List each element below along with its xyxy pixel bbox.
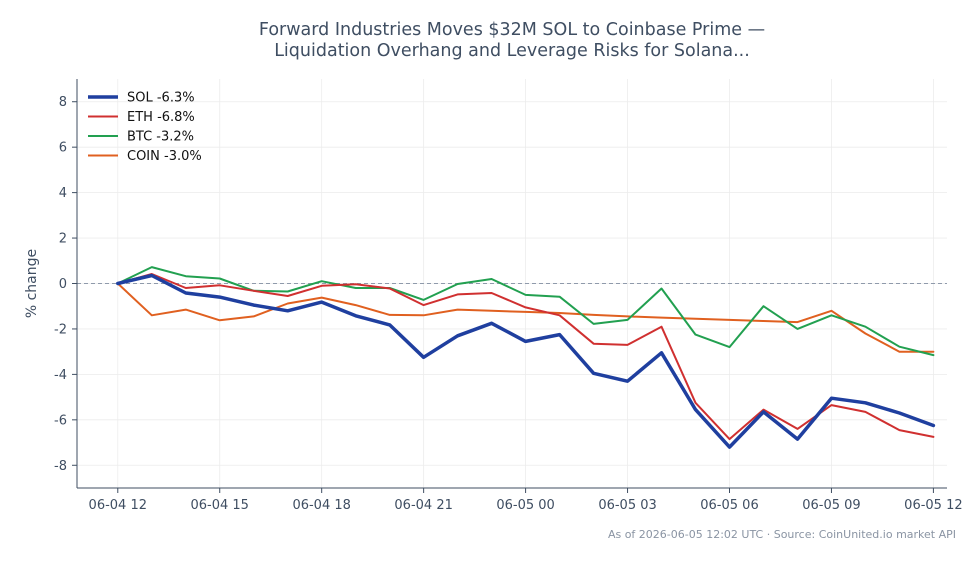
chart-title-line-2: Liquidation Overhang and Leverage Risks … bbox=[274, 41, 750, 61]
y-tick-label: -4 bbox=[54, 368, 67, 383]
footer-note: As of 2026-06-05 12:02 UTC · Source: Coi… bbox=[607, 528, 956, 541]
x-tick-label: 06-04 21 bbox=[394, 498, 452, 513]
chart-title-line-1: Forward Industries Moves $32M SOL to Coi… bbox=[258, 20, 766, 40]
legend-label-sol: SOL -6.3% bbox=[127, 91, 195, 106]
x-tick-label: 06-05 09 bbox=[802, 498, 860, 513]
x-tick-label: 06-05 03 bbox=[598, 498, 656, 513]
chart-title: Forward Industries Moves $32M SOL to Coi… bbox=[0, 20, 979, 62]
series-line-sol bbox=[116, 273, 936, 449]
y-tick-label: -2 bbox=[54, 322, 67, 337]
legend-label-eth: ETH -6.8% bbox=[127, 110, 195, 125]
x-tick-label: 06-04 18 bbox=[292, 498, 350, 513]
legend-label-btc: BTC -3.2% bbox=[127, 130, 194, 145]
y-tick-label: 0 bbox=[59, 277, 67, 292]
axes: -8 -6 -4 -2 0 2 4 6 8 06-04 12 06-04 15 06-04 18 06-… bbox=[54, 79, 963, 513]
y-tick-label: -6 bbox=[54, 413, 67, 428]
x-tick-label: 06-05 12 bbox=[904, 498, 962, 513]
legend: SOL -6.3% ETH -6.8% BTC -3.2% COIN -3.0% bbox=[88, 91, 202, 164]
legend-label-coin: COIN -3.0% bbox=[127, 149, 202, 164]
x-tick-label: 06-04 15 bbox=[191, 498, 249, 513]
y-tick-label: 6 bbox=[59, 141, 67, 156]
y-tick-label: 2 bbox=[59, 232, 67, 247]
x-tick-label: 06-05 06 bbox=[700, 498, 758, 513]
series-line-eth bbox=[116, 273, 935, 441]
series-lines bbox=[116, 266, 936, 449]
series-line-coin bbox=[116, 282, 935, 353]
y-tick-label: 8 bbox=[59, 95, 67, 110]
x-tick-label: 06-05 00 bbox=[496, 498, 554, 513]
y-tick-label: 4 bbox=[59, 186, 67, 201]
y-axis-label: % change bbox=[24, 249, 40, 318]
x-tick-label: 06-04 12 bbox=[89, 498, 147, 513]
y-tick-label: -8 bbox=[54, 459, 67, 474]
